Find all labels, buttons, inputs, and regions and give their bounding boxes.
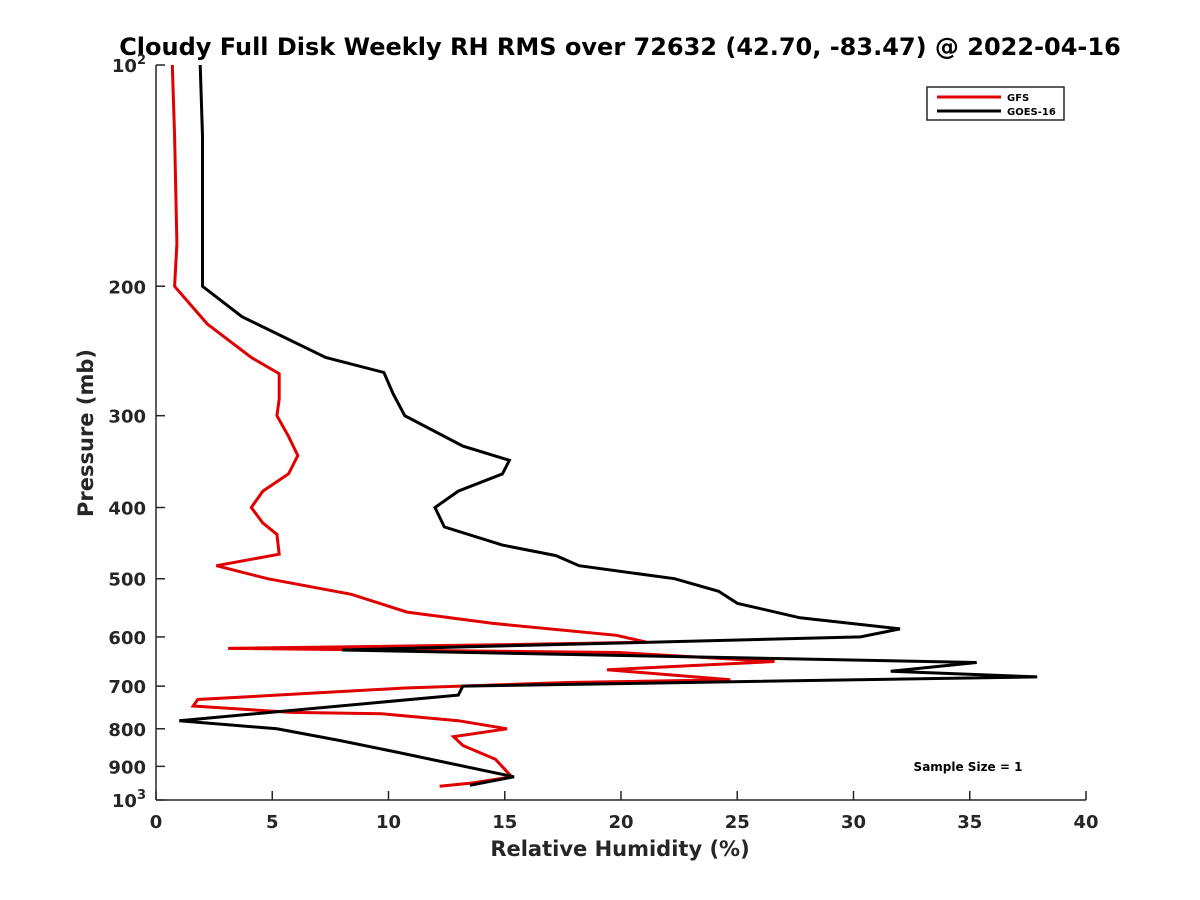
- legend-label-gfs: GFS: [1007, 93, 1029, 104]
- plot-axes: [155, 65, 1086, 801]
- legend: GFS GOES-16: [926, 86, 1065, 121]
- y-tick-label: 400: [108, 499, 146, 520]
- legend-box: [926, 86, 1065, 121]
- y-tick-label: 300: [108, 407, 146, 428]
- sample-size-annotation: Sample Size = 1: [914, 760, 1023, 774]
- series-line-goes-16: [179, 64, 1038, 787]
- series-line-gfs: [170, 64, 775, 788]
- x-tick-label: 30: [841, 812, 866, 833]
- y-axis-label: Pressure (mb): [74, 349, 98, 517]
- x-tick-label: 10: [376, 812, 401, 833]
- y-tick-label: 900: [108, 757, 146, 778]
- x-tick-label: 0: [150, 812, 163, 833]
- y-tick-label: 103: [112, 788, 146, 812]
- x-axis-label: Relative Humidity (%): [490, 837, 749, 861]
- legend-label-goes-16: GOES-16: [1007, 107, 1056, 118]
- y-tick-label: 102: [112, 53, 146, 77]
- x-tick-label: 35: [957, 812, 982, 833]
- y-tick-label: 700: [108, 677, 146, 698]
- x-axis-ticks: 0 5 10 15 20 25 30 35 40: [150, 791, 1099, 833]
- x-tick-label: 40: [1073, 812, 1098, 833]
- plot-series: [170, 64, 1038, 788]
- chart-title: Cloudy Full Disk Weekly RH RMS over 7263…: [119, 33, 1121, 61]
- x-tick-label: 15: [492, 812, 517, 833]
- y-tick-label: 500: [108, 570, 146, 591]
- x-tick-label: 5: [266, 812, 279, 833]
- y-tick-label: 600: [108, 628, 146, 649]
- x-tick-label: 25: [725, 812, 750, 833]
- x-tick-label: 20: [608, 812, 633, 833]
- y-tick-label: 200: [108, 277, 146, 298]
- y-axis-ticks: 102 200 300 400 500 600 700 800 900 103: [108, 53, 165, 812]
- y-tick-label: 800: [108, 720, 146, 741]
